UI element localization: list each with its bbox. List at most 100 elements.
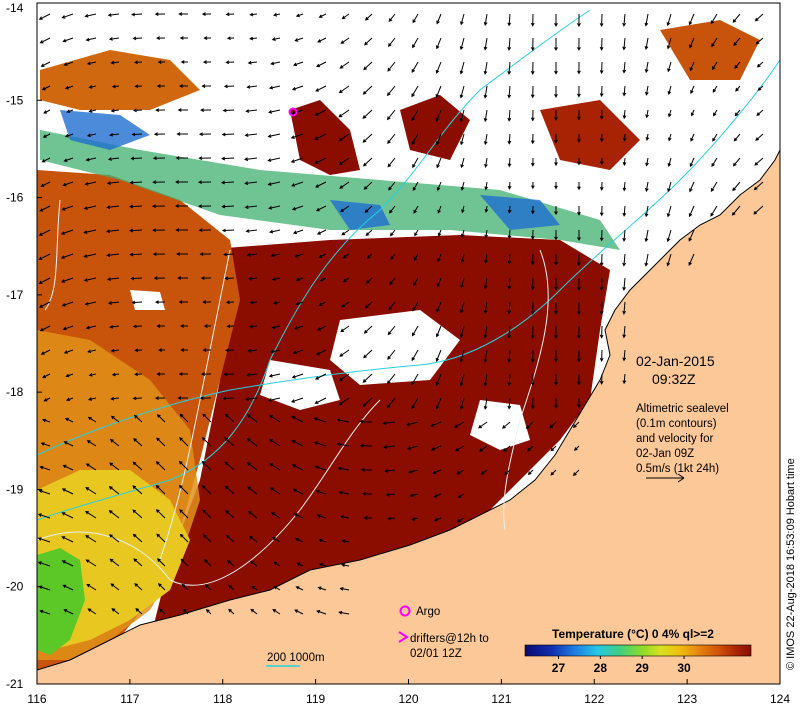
- velocity-arrow: [573, 445, 580, 451]
- velocity-arrow: [667, 61, 672, 73]
- velocity-arrow: [133, 438, 143, 447]
- velocity-arrow: [386, 85, 396, 97]
- velocity-arrow: [689, 181, 695, 193]
- velocity-arrow: [269, 463, 281, 471]
- velocity-arrow: [315, 205, 327, 212]
- sst-orange-ne: [660, 20, 760, 80]
- velocity-arrow: [314, 109, 327, 116]
- velocity-arrow: [111, 84, 120, 89]
- velocity-arrow: [246, 437, 258, 447]
- velocity-arrow: [436, 301, 442, 313]
- velocity-arrow: [507, 277, 512, 290]
- cloud-gap-2: [260, 360, 340, 410]
- velocity-arrow: [106, 181, 120, 185]
- velocity-arrow: [313, 417, 327, 423]
- velocity-arrow: [66, 109, 74, 113]
- velocity-arrow: [133, 558, 143, 567]
- velocity-arrow: [201, 372, 212, 376]
- velocity-arrow: [109, 438, 120, 447]
- velocity-arrow: [389, 277, 396, 286]
- velocity-arrow: [294, 253, 304, 258]
- velocity-arrow: [387, 325, 396, 336]
- velocity-arrow: [666, 37, 672, 50]
- velocity-arrow: [267, 133, 281, 138]
- velocity-arrow: [198, 204, 212, 209]
- velocity-arrow: [688, 13, 695, 26]
- velocity-arrow: [690, 133, 695, 142]
- velocity-arrow: [88, 109, 97, 113]
- velocity-arrow: [268, 205, 281, 210]
- velocity-arrow: [154, 12, 166, 16]
- velocity-arrow: [365, 277, 373, 284]
- velocity-arrow: [251, 585, 258, 591]
- y-tick-label: -17: [6, 288, 24, 302]
- velocity-arrow: [156, 533, 166, 543]
- velocity-arrow: [313, 441, 327, 447]
- x-axis: 116 117 118 119 120 121 122 123 124: [27, 679, 790, 706]
- velocity-arrow: [599, 109, 604, 120]
- velocity-arrow: [316, 610, 327, 615]
- velocity-arrow: [507, 133, 512, 145]
- velocity-arrow: [221, 132, 235, 137]
- velocity-arrow: [340, 515, 350, 519]
- velocity-arrow: [530, 61, 535, 75]
- velocity-arrow: [87, 397, 97, 401]
- velocity-arrow: [156, 437, 166, 447]
- velocity-arrow: [133, 414, 143, 423]
- velocity-arrow: [411, 373, 419, 386]
- velocity-arrow: [294, 537, 304, 543]
- velocity-arrow: [198, 156, 212, 161]
- velocity-arrow: [755, 133, 764, 141]
- velocity-arrow: [507, 13, 512, 27]
- velocity-arrow: [436, 133, 442, 146]
- velocity-arrow: [480, 469, 488, 475]
- velocity-arrow: [108, 486, 120, 495]
- velocity-arrow: [386, 373, 396, 385]
- sst-mixed-band: [40, 130, 620, 250]
- velocity-arrow: [39, 37, 51, 44]
- velocity-arrow: [413, 277, 419, 287]
- velocity-arrow: [340, 563, 350, 567]
- velocity-arrow: [132, 485, 143, 495]
- velocity-arrow: [177, 276, 188, 280]
- velocity-arrow: [291, 181, 304, 187]
- velocity-arrow: [273, 561, 281, 567]
- velocity-arrow: [688, 205, 695, 218]
- velocity-arrow: [525, 421, 534, 429]
- isobath-1000m: [37, 9, 591, 521]
- velocity-arrow: [269, 349, 281, 354]
- velocity-arrow: [179, 413, 189, 423]
- velocity-arrow: [224, 461, 235, 471]
- velocity-arrow: [62, 37, 74, 43]
- velocity-arrow: [599, 253, 604, 267]
- velocity-arrow: [577, 182, 581, 191]
- velocity-arrow: [291, 109, 304, 115]
- velocity-arrow: [38, 229, 51, 236]
- velocity-arrow: [134, 84, 143, 89]
- velocity-arrow: [176, 252, 188, 256]
- velocity-arrow: [644, 205, 649, 218]
- velocity-arrow: [483, 349, 488, 363]
- velocity-arrow: [295, 586, 304, 591]
- velocity-arrow: [41, 418, 51, 423]
- velocity-arrow: [336, 418, 350, 423]
- velocity-arrow: [754, 157, 764, 166]
- velocity-arrow: [390, 253, 396, 260]
- velocity-arrow: [484, 229, 488, 239]
- velocity-arrow: [175, 156, 188, 160]
- x-tick-label: 117: [120, 692, 139, 706]
- velocity-arrow: [365, 229, 373, 237]
- velocity-arrow: [224, 485, 235, 495]
- velocity-arrow: [483, 109, 488, 123]
- velocity-arrow: [479, 445, 488, 452]
- velocity-arrow: [753, 205, 764, 215]
- velocity-arrow: [87, 349, 97, 354]
- velocity-arrow: [110, 60, 120, 65]
- velocity-arrow: [459, 109, 465, 123]
- velocity-arrow: [340, 205, 350, 213]
- velocity-arrow: [108, 534, 120, 543]
- x-tick-label: 124: [770, 692, 790, 706]
- velocity-arrow: [63, 157, 74, 162]
- velocity-arrow: [61, 13, 74, 19]
- velocity-arrow: [38, 301, 51, 308]
